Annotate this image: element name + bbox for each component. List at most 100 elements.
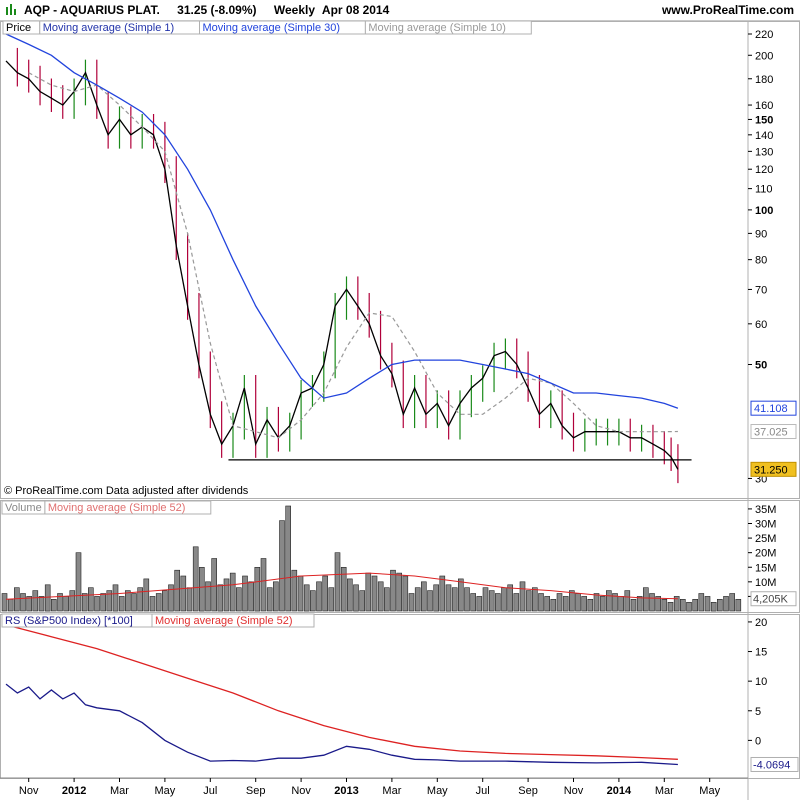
rs-line [5,683,678,766]
price-legend-item: Moving average (Simple 30) [203,22,341,34]
volume-bar [143,578,150,612]
volume-bar [661,598,668,612]
price-tick-label: 130 [755,146,773,158]
volume-bar [513,593,520,612]
rs-legend-item: RS (S&P500 Index) [*100] [5,615,133,627]
volume-bar [679,598,686,612]
volume-bar [507,584,514,612]
volume-bar [248,581,254,612]
volume-bar [291,569,298,612]
price-tick-label: 70 [755,284,767,296]
volume-bar [488,590,495,612]
rs-marker-label: -4.0694 [753,759,790,771]
volume-bar [470,593,477,612]
volume-bar [599,596,606,612]
volume-bar [75,552,82,612]
price-marker-box [750,461,797,477]
volume-bar [303,584,310,612]
price-marker-label: 31.250 [754,464,788,476]
volume-bar [642,587,649,612]
volume-bar [624,590,631,612]
volume-bar [57,593,63,612]
volume-bar [236,587,242,612]
x-tick-label: 2014 [607,785,632,797]
price-tick-label: 60 [755,319,767,331]
price-tick-label: 220 [755,29,773,41]
rs-tick-label: 15 [755,647,767,659]
volume-bar [229,572,236,612]
volume-legend-box [44,500,212,515]
volume-bar [1,593,8,612]
volume-bar [69,590,76,612]
price-tick-label: 160 [755,100,773,112]
volume-bar [457,578,464,612]
volume-bar [316,581,322,612]
price-legend-item: Moving average (Simple 1) [43,22,174,34]
price-tick-label: 90 [755,228,767,240]
price-marker-label: 37.025 [754,427,788,439]
symbol-title: AQP - AQUARIUS PLAT. [24,3,160,17]
volume-bar [346,578,353,612]
volume-bar [365,572,372,612]
volume-bar [309,590,316,612]
volume-bar [7,598,14,612]
volume-bar [334,552,341,612]
volume-bar [155,593,162,612]
x-tick-label: Mar [110,785,129,797]
quote-date: Apr 08 2014 [321,3,390,17]
x-tick-label: 2013 [334,785,358,797]
rs-legend-box [151,613,315,628]
price-legend-item: Moving average (Simple 10) [368,22,506,34]
volume-bar [383,587,390,612]
volume-bar [704,596,711,612]
volume-bar [729,593,736,612]
price-tick-label: 80 [755,255,767,267]
ma30-line [5,33,679,409]
volume-bar [371,575,378,612]
volume-bar [353,584,359,612]
volume-bar [340,566,347,612]
rs-legend-item: Moving average (Simple 52) [155,615,293,627]
last-quote: 31.25 (-8.09%) [177,3,257,17]
volume-bar [587,598,594,612]
volume-bar [44,584,51,612]
site-link[interactable]: www.ProRealTime.com [661,3,794,17]
price-tick-label: 180 [755,74,773,86]
volume-bar [439,575,446,612]
price-footer: © ProRealTime.com Data adjusted after di… [4,485,249,497]
volume-bar [211,558,217,612]
volume-bar [476,596,483,612]
volume-bar [544,596,551,612]
volume-bar [568,590,575,612]
period: Weekly [273,3,316,17]
volume-bar [254,566,261,612]
volume-ma52-line [5,572,678,600]
volume-bar [50,598,57,612]
volume-bar [550,598,557,612]
volume-bar [14,587,20,612]
volume-legend-item: Volume [5,502,42,514]
price-tick-label: 100 [755,205,773,217]
x-tick-label: Mar [382,785,401,797]
volume-bar [26,596,33,612]
rs-tick-label: 0 [755,735,761,747]
volume-bar [396,572,403,612]
volume-bar [131,593,137,612]
volume-bar [94,596,100,612]
volume-bar [686,601,692,612]
rs-tick-label: 5 [755,706,761,718]
rs-marker-box [750,756,799,772]
volume-bar [285,505,292,612]
x-tick-label: May [699,785,720,797]
volume-bar [297,575,304,612]
volume-bar [106,590,113,612]
volume-legend-item: Moving average (Simple 52) [48,502,186,514]
volume-bar [723,596,729,612]
volume-bar [174,569,180,612]
price-tick-label: 120 [755,164,773,176]
volume-bar [575,593,581,612]
volume-bar [322,575,329,612]
volume-bar [692,598,699,612]
x-tick-label: May [155,785,176,797]
